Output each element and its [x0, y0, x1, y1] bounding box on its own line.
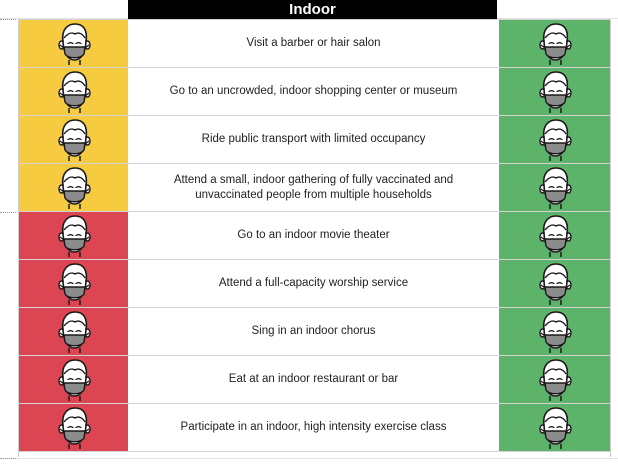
table-row: Attend a full-capacity worship service — [19, 259, 610, 307]
masked-face-icon — [55, 22, 93, 66]
risk-cell-unvaccinated — [19, 20, 128, 67]
risk-cell-unvaccinated — [19, 356, 128, 403]
activity-label: Eat at an indoor restaurant or bar — [228, 373, 399, 385]
dotted-marker — [0, 19, 16, 20]
table-row: Attend a small, indoor gathering of full… — [19, 163, 610, 211]
activity-label: Attend a full-capacity worship service — [218, 277, 409, 289]
activity-label: Visit a barber or hair salon — [246, 37, 381, 49]
masked-face-icon — [55, 214, 93, 258]
activity-risk-table: Visit a barber or hair salon Go to an unc… — [18, 19, 611, 457]
activity-label: Ride public transport with limited occup… — [201, 133, 426, 145]
table-row: Go to an uncrowded, indoor shopping cent… — [19, 67, 610, 115]
masked-face-icon — [536, 214, 574, 258]
risk-cell-unvaccinated — [19, 68, 128, 115]
masked-face-icon — [55, 262, 93, 306]
risk-cell-vaccinated — [499, 164, 610, 211]
masked-face-icon — [536, 22, 574, 66]
risk-cell-vaccinated — [499, 404, 610, 451]
table-row: Eat at an indoor restaurant or bar — [19, 355, 610, 403]
risk-cell-vaccinated — [499, 68, 610, 115]
masked-face-icon — [55, 406, 93, 450]
masked-face-icon — [55, 166, 93, 210]
table-row: Go to an indoor movie theater — [19, 211, 610, 259]
masked-face-icon — [536, 70, 574, 114]
table-row: Sing in an indoor chorus — [19, 307, 610, 355]
bottom-rule — [0, 458, 618, 459]
risk-cell-unvaccinated — [19, 164, 128, 211]
risk-cell-unvaccinated — [19, 308, 128, 355]
masked-face-icon — [536, 358, 574, 402]
risk-cell-vaccinated — [499, 20, 610, 67]
dotted-marker — [0, 212, 16, 213]
activity-label: Attend a small, indoor gathering of full… — [173, 173, 454, 201]
masked-face-icon — [55, 358, 93, 402]
risk-cell-vaccinated — [499, 308, 610, 355]
table-row: Ride public transport with limited occup… — [19, 115, 610, 163]
dotted-marker — [0, 458, 16, 459]
masked-face-icon — [55, 310, 93, 354]
masked-face-icon — [536, 262, 574, 306]
risk-cell-unvaccinated — [19, 116, 128, 163]
risk-cell-unvaccinated — [19, 212, 128, 259]
masked-face-icon — [536, 406, 574, 450]
risk-cell-vaccinated — [499, 356, 610, 403]
masked-face-icon — [55, 70, 93, 114]
table-row: Participate in an indoor, high intensity… — [19, 403, 610, 452]
risk-cell-vaccinated — [499, 116, 610, 163]
risk-cell-unvaccinated — [19, 260, 128, 307]
masked-face-icon — [536, 118, 574, 162]
activity-label: Go to an uncrowded, indoor shopping cent… — [169, 85, 458, 97]
risk-cell-vaccinated — [499, 212, 610, 259]
activity-label: Go to an indoor movie theater — [237, 229, 390, 241]
masked-face-icon — [536, 310, 574, 354]
table-row: Visit a barber or hair salon — [19, 19, 610, 67]
activity-label: Participate in an indoor, high intensity… — [180, 421, 447, 433]
activity-label: Sing in an indoor chorus — [251, 325, 376, 337]
risk-cell-vaccinated — [499, 260, 610, 307]
risk-cell-unvaccinated — [19, 404, 128, 451]
section-header: Indoor — [128, 0, 497, 19]
masked-face-icon — [536, 166, 574, 210]
masked-face-icon — [55, 118, 93, 162]
